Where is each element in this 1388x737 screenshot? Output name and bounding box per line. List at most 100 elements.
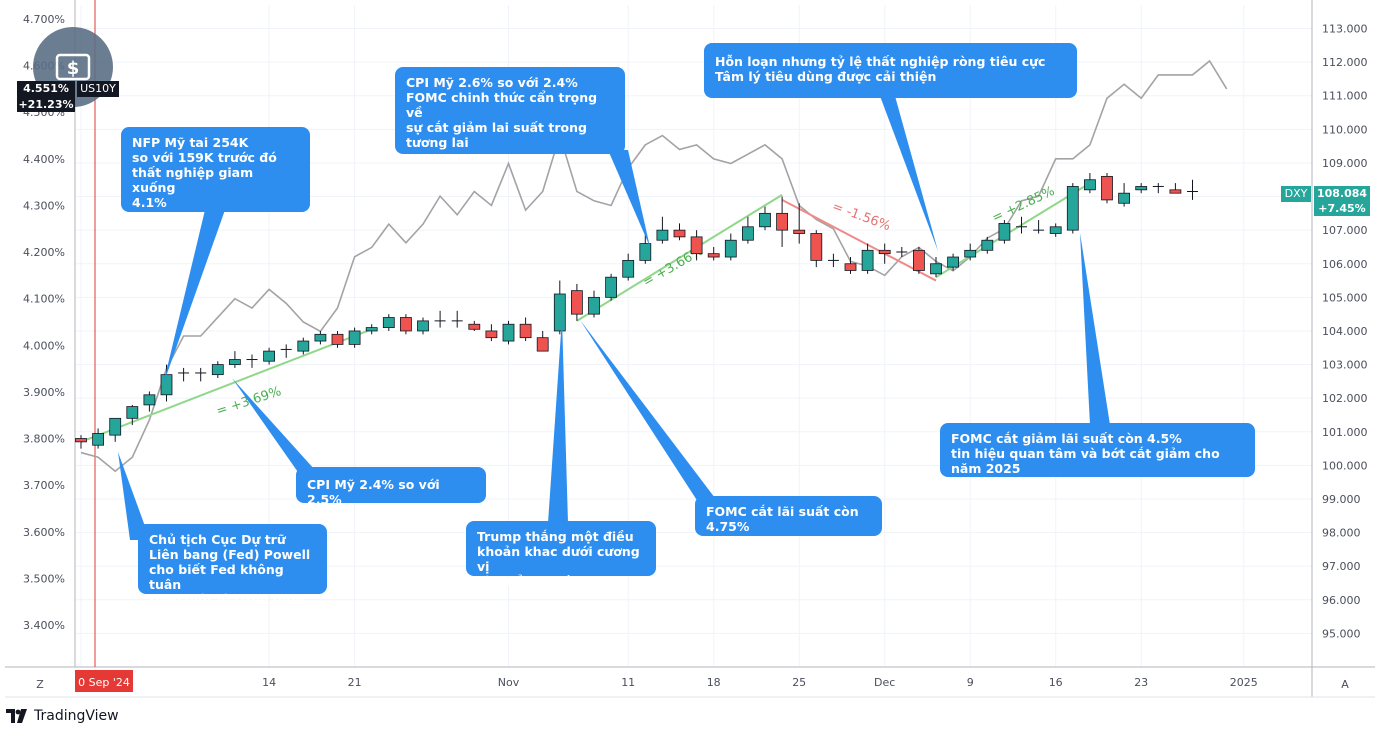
candle-body (228, 359, 241, 365)
candle[interactable] (519, 317, 532, 342)
candle[interactable] (417, 317, 429, 335)
candle-body (348, 330, 361, 345)
candle[interactable] (280, 344, 292, 358)
candle-series[interactable] (75, 173, 1199, 449)
candle[interactable] (742, 216, 754, 244)
axis-corner-left[interactable]: Z (36, 678, 44, 691)
candle[interactable] (605, 273, 617, 301)
candle[interactable] (690, 230, 703, 261)
candle[interactable] (246, 354, 258, 368)
candle[interactable] (1152, 183, 1164, 194)
overlay-symbol-badge: US10Y (77, 81, 119, 97)
candle[interactable] (314, 330, 327, 345)
candle[interactable] (1066, 183, 1079, 234)
candle[interactable] (553, 280, 566, 335)
candle[interactable] (109, 417, 122, 442)
candle[interactable] (656, 216, 669, 244)
tradingview-logo[interactable]: TradingView (6, 708, 119, 724)
candle[interactable] (861, 243, 874, 274)
candle[interactable] (451, 310, 463, 328)
candle-body (331, 333, 344, 345)
right-tick-label: 105.000 (1322, 291, 1368, 304)
candle[interactable] (263, 347, 276, 365)
candle[interactable] (878, 243, 891, 264)
candle[interactable] (964, 243, 977, 261)
candle[interactable] (468, 320, 481, 331)
candle[interactable] (195, 367, 207, 382)
candle[interactable] (331, 330, 344, 348)
candle[interactable] (759, 206, 771, 231)
candle[interactable] (930, 257, 942, 278)
candle[interactable] (1033, 220, 1045, 234)
candle[interactable] (399, 314, 412, 335)
candle[interactable] (776, 196, 788, 247)
candle[interactable] (588, 290, 600, 318)
us10y-line (80, 59, 1228, 473)
candle-body (742, 226, 754, 241)
candle[interactable] (348, 327, 361, 348)
candle[interactable] (211, 361, 224, 379)
annotation-pointer (548, 318, 568, 523)
candle[interactable] (1084, 173, 1096, 194)
candle[interactable] (639, 233, 652, 264)
candle[interactable] (1049, 223, 1062, 237)
candle[interactable] (673, 223, 686, 241)
candle[interactable] (382, 314, 395, 331)
candle[interactable] (297, 337, 310, 355)
candle[interactable] (998, 220, 1011, 244)
trendlines: = +3.69%= +3.66%= -1.56% = +2.85% (80, 182, 1091, 443)
candle[interactable] (228, 351, 241, 368)
axis-corner-right[interactable]: A (1341, 678, 1349, 691)
overlay-series (80, 59, 1228, 473)
candle[interactable] (1187, 179, 1198, 200)
candle[interactable] (844, 257, 857, 274)
candle-body (639, 243, 652, 261)
candle[interactable] (1016, 216, 1027, 234)
candle[interactable] (178, 367, 190, 382)
candle[interactable] (1118, 183, 1130, 207)
candle[interactable] (810, 230, 823, 268)
candle[interactable] (947, 253, 959, 271)
candle[interactable] (75, 435, 87, 449)
right-tick-label: 97.000 (1322, 560, 1361, 573)
candle[interactable] (434, 310, 446, 328)
candle[interactable] (896, 246, 908, 258)
candle[interactable] (571, 283, 583, 321)
candle[interactable] (827, 253, 839, 268)
candle[interactable] (981, 236, 994, 254)
tradingview-icon (6, 709, 27, 723)
candle[interactable] (724, 233, 737, 261)
right-tick-label: 99.000 (1322, 493, 1361, 506)
candle-body (314, 333, 327, 342)
right-tick-label: 95.000 (1322, 627, 1361, 640)
candle[interactable] (365, 324, 378, 335)
candle-body (468, 323, 481, 330)
annotation-chaos: Hỗn loạn nhưng tỷ lệ thất nghiệp ròng ti… (704, 43, 1077, 98)
candle-body (588, 296, 600, 315)
candle[interactable] (622, 253, 635, 281)
candle-body (109, 417, 122, 436)
candle[interactable] (1169, 183, 1182, 194)
candle-body (553, 293, 566, 332)
candle-body (160, 374, 173, 396)
candle[interactable] (92, 428, 104, 449)
left-tick-label: 3.700% (23, 479, 65, 492)
candle[interactable] (485, 324, 498, 342)
candle[interactable] (1135, 183, 1148, 194)
candle[interactable] (160, 364, 173, 402)
candle[interactable] (793, 203, 806, 244)
x-tick-label: 11 (621, 676, 635, 689)
left-tick-label: 4.400% (23, 153, 65, 166)
candle[interactable] (1101, 173, 1113, 204)
annotation-pointer (232, 378, 315, 475)
candle[interactable] (913, 246, 925, 274)
right-tick-label: 98.000 (1322, 527, 1361, 540)
candle-body (913, 249, 925, 271)
candle[interactable] (707, 246, 720, 261)
candle[interactable] (143, 391, 156, 412)
candle[interactable] (126, 404, 139, 426)
x-tick-label: 16 (1049, 676, 1063, 689)
candle[interactable] (502, 320, 515, 345)
candle[interactable] (536, 330, 549, 352)
